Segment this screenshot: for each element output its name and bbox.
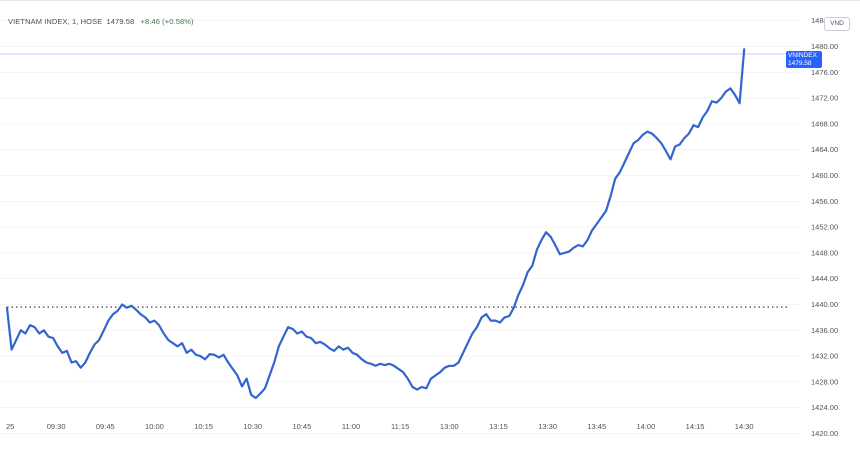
y-tick-label: 1472.00 [811, 94, 838, 103]
x-tick-label: 10:30 [243, 422, 262, 431]
y-tick-label: 1452.00 [811, 223, 838, 232]
x-tick-label: 13:45 [587, 422, 606, 431]
y-tick-label: 1424.00 [811, 403, 838, 412]
x-tick-label: 13:00 [440, 422, 459, 431]
y-tick-label: 1480.00 [811, 42, 838, 51]
x-tick-label: 10:45 [292, 422, 311, 431]
y-tick-label: 1440.00 [811, 300, 838, 309]
price-label-name: VNINDEX [788, 52, 817, 59]
x-tick-label: 10:00 [145, 422, 164, 431]
currency-button[interactable]: VND [824, 17, 850, 31]
x-tick-label: 09:30 [47, 422, 66, 431]
x-tick-label: 13:15 [489, 422, 508, 431]
x-tick-label: 14:30 [735, 422, 754, 431]
price-label-price: 1479.58 [788, 60, 812, 67]
last-price-label: VNINDEX 1479.58 +2.77% [786, 51, 822, 75]
chart-legend[interactable]: VIETNAM INDEX, 1, HOSE 1479.58 +8.46 (+0… [8, 17, 194, 26]
x-tick-label: 13:30 [538, 422, 557, 431]
x-tick-label: 10:15 [194, 422, 213, 431]
y-tick-label: 1428.00 [811, 377, 838, 386]
y-tick-label: 1460.00 [811, 171, 838, 180]
legend-symbol: VIETNAM INDEX, 1, HOSE [8, 17, 103, 26]
grid [0, 20, 800, 434]
y-tick-label: 1464.00 [811, 145, 838, 154]
x-tick-label: 11:00 [342, 422, 360, 431]
y-tick-label: 1432.00 [811, 352, 838, 361]
y-tick-label: 1456.00 [811, 197, 838, 206]
y-tick-label: 1444.00 [811, 274, 838, 283]
legend-change: +8.46 (+0.58%) [140, 17, 194, 26]
x-tick-label: 25 [6, 422, 14, 431]
y-tick-label: 1476.00 [811, 68, 838, 77]
x-tick-label: 14:00 [637, 422, 656, 431]
x-tick-label: 09:45 [96, 422, 115, 431]
y-axis[interactable]: 1484.001480.001476.001472.001468.001464.… [811, 16, 838, 438]
x-tick-label: 14:15 [686, 422, 705, 431]
y-tick-label: 1420.00 [811, 429, 838, 438]
x-tick-label: 11:15 [391, 422, 409, 431]
x-axis[interactable]: 25 09:30 09:45 10:00 10:15 10:30 10:45 11:00 11:… [6, 422, 754, 431]
series-line-vnindex [5, 48, 746, 400]
price-label-change: +2.77% [788, 68, 811, 75]
y-tick-label: 1468.00 [811, 119, 838, 128]
y-tick-label: 1436.00 [811, 326, 838, 335]
y-tick-label: 1448.00 [811, 248, 838, 257]
series-marks [6, 48, 745, 399]
legend-last-value: 1479.58 [106, 17, 135, 26]
